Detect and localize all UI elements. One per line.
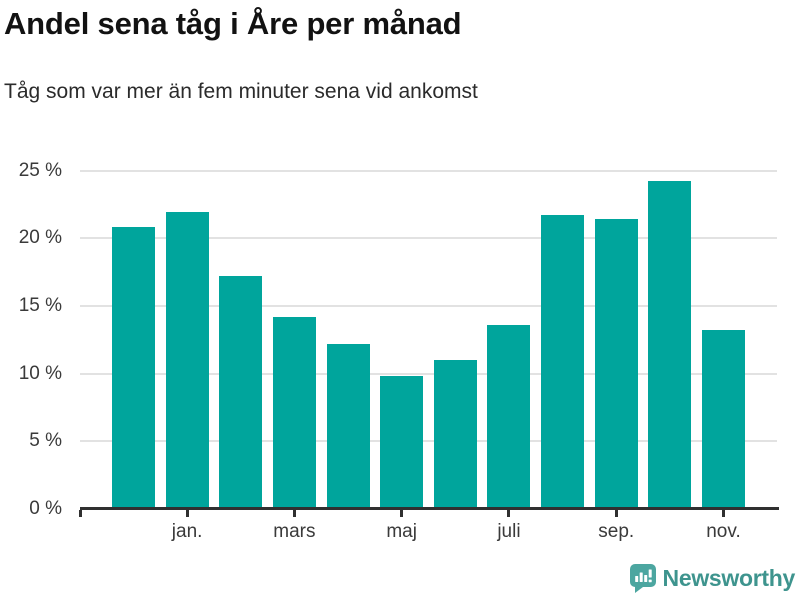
y-axis-tick-label: 20 % xyxy=(18,227,62,249)
newsworthy-branding: Newsworthy xyxy=(629,564,796,593)
chart-bar-okt xyxy=(648,181,692,509)
x-axis-tick-label: jan. xyxy=(171,521,203,542)
y-axis-tick-label: 5 % xyxy=(29,430,62,452)
chart-bar-jan xyxy=(165,212,209,509)
chart-bar-aug xyxy=(541,215,584,509)
chart-title: Andel sena tåg i Åre per månad xyxy=(4,6,462,41)
y-axis-tick-label: 15 % xyxy=(18,294,62,316)
y-gridline xyxy=(80,304,777,307)
newsworthy-wordmark: Newsworthy xyxy=(662,565,796,591)
y-axis-tick-label: 10 % xyxy=(18,362,62,384)
x-axis-tick xyxy=(722,510,725,517)
x-axis-tick-label: juli xyxy=(497,521,521,542)
chart-bar-dec xyxy=(112,227,155,509)
chart-bar-sep xyxy=(594,219,638,509)
chart-bar-maj xyxy=(380,376,424,509)
x-axis-start-tick xyxy=(78,510,82,517)
chart-bar-juli xyxy=(487,324,531,509)
chart-bar-nov xyxy=(701,330,745,509)
x-axis-tick xyxy=(185,510,189,517)
x-axis-tick-label: nov. xyxy=(706,521,741,542)
y-gridline xyxy=(80,169,777,172)
y-gridline xyxy=(80,440,777,443)
chart-bar-feb xyxy=(219,276,263,509)
newsworthy-logo-icon xyxy=(629,564,656,593)
x-axis-tick xyxy=(292,510,296,517)
y-axis-tick-label: 0 % xyxy=(29,498,62,519)
x-axis-tick xyxy=(614,510,618,517)
chart-bar-juni xyxy=(433,360,477,509)
x-axis-tick-label: sep. xyxy=(598,521,635,542)
chart-bar-apr xyxy=(326,343,370,509)
y-axis-tick-label: 25 % xyxy=(18,159,62,181)
x-axis-tick-label: mars xyxy=(273,521,316,542)
x-axis-tick xyxy=(400,510,404,517)
x-axis-line xyxy=(80,507,779,510)
chart-subtitle: Tåg som var mer än fem minuter sena vid … xyxy=(4,80,478,103)
y-gridline xyxy=(80,237,777,240)
chart-bar-mars xyxy=(272,316,316,509)
x-axis-tick xyxy=(507,510,511,517)
x-axis-tick-label: maj xyxy=(386,521,417,542)
bar-series xyxy=(112,171,745,509)
y-gridline xyxy=(80,372,777,375)
